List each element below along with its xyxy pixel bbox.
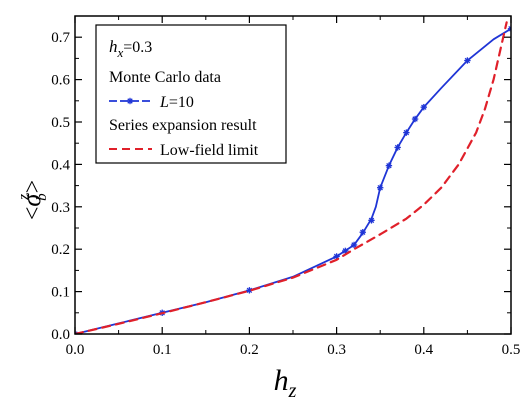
tick-labels: 0.0 0.1 0.2 0.3 0.4 0.5 0.0 0.1 0.2 0.3 0.4 0.5 0.6 0… — [51, 30, 520, 358]
data-point-star-marker — [75, 330, 79, 334]
x-tick-label: 0.3 — [327, 342, 346, 358]
series-line-low-field-limit — [75, 21, 508, 334]
x-axis-title-base: h — [274, 364, 289, 397]
data-point-star-marker — [377, 184, 384, 191]
legend-entry-mc-symbol: L — [159, 94, 169, 111]
legend-param-value: =0.3 — [123, 39, 152, 56]
x-tick-label: 0.0 — [66, 342, 85, 358]
y-tick-label: 0.3 — [51, 200, 70, 216]
y-tick-label: 0.2 — [51, 242, 70, 258]
x-axis-title: hz — [274, 364, 297, 400]
legend-param-sub: x — [117, 45, 124, 60]
y-tick-label: 0.4 — [51, 157, 70, 173]
legend-param-base: h — [109, 37, 118, 56]
legend-param: hx=0.3 — [109, 37, 152, 60]
legend-entry-mc-value: =10 — [169, 94, 194, 111]
y-axis-title-sub: b — [34, 193, 50, 201]
y-axis-title-close: > — [20, 180, 46, 194]
data-point-star-marker — [403, 129, 410, 136]
x-tick-label: 0.2 — [240, 342, 259, 358]
x-tick-label: 0.4 — [414, 342, 433, 358]
y-axis-title-open: < — [20, 207, 46, 221]
data-point-star-marker — [394, 144, 401, 151]
x-tick-label: 0.5 — [502, 342, 521, 358]
x-axis-title-sub: z — [288, 380, 297, 400]
data-point-star-marker — [350, 241, 358, 249]
y-axis-title-base: σ — [17, 193, 46, 207]
axis-ticks — [74, 15, 512, 335]
legend-box — [95, 24, 287, 164]
y-tick-label: 0.7 — [51, 30, 70, 46]
y-axis-title: <σz b> — [16, 180, 50, 220]
y-tick-label: 0.5 — [51, 115, 70, 131]
legend-entry-series: Low-field limit — [160, 142, 259, 159]
data-point-star-marker — [420, 103, 427, 111]
y-axis-title-sup: z — [16, 194, 32, 201]
svg-text:<σzb>: <σz b> — [16, 180, 50, 220]
data-point-star-marker — [464, 57, 471, 64]
x-tick-label: 0.1 — [153, 342, 172, 358]
y-tick-label: 0.0 — [51, 327, 70, 343]
legend-mc-marker-icon — [126, 97, 134, 105]
data-point-star-marker — [368, 217, 375, 224]
data-point-star-marker — [385, 162, 393, 169]
legend-entry-mc: L=10 — [159, 94, 194, 111]
legend-section-mc: Monte Carlo data — [109, 69, 221, 86]
data-point-star-marker — [411, 115, 419, 123]
legend-section-series: Series expansion result — [109, 117, 257, 134]
legend: hx=0.3 Monte Carlo data L=10 Series expa… — [95, 24, 287, 164]
y-tick-label: 0.1 — [51, 285, 70, 301]
series-layer — [75, 21, 511, 334]
series-line-mc-l10 — [75, 27, 511, 334]
legend-star-marker — [126, 97, 134, 105]
y-tick-label: 0.6 — [51, 73, 70, 89]
data-point-star-marker — [359, 229, 366, 236]
data-point-star-marker — [507, 25, 511, 32]
